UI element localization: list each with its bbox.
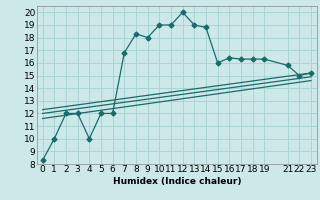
X-axis label: Humidex (Indice chaleur): Humidex (Indice chaleur) [113,177,241,186]
